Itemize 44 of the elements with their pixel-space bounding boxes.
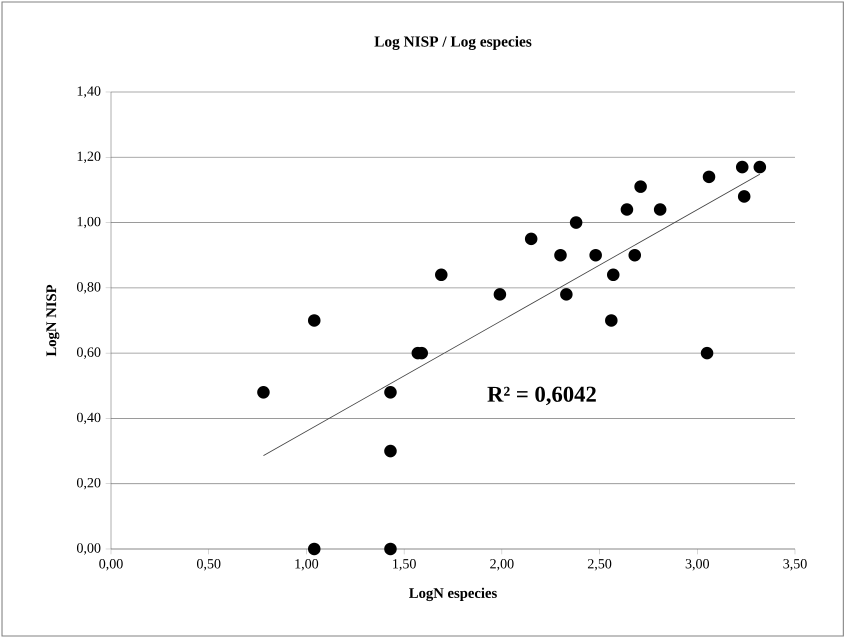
point: [700, 346, 714, 360]
point: [754, 160, 766, 174]
x-tick-label: 3,50: [783, 559, 807, 570]
point: [384, 444, 397, 458]
point: [589, 248, 602, 262]
x-axis-title: LogN especies: [409, 588, 497, 602]
point: [384, 386, 397, 399]
y-tick-label: 1,40: [78, 86, 100, 98]
y-tick-label: 1,00: [78, 216, 100, 228]
point: [634, 180, 647, 193]
point: [620, 203, 634, 216]
y-tick-label: 0,60: [76, 347, 100, 359]
point: [606, 268, 620, 282]
point: [554, 248, 567, 262]
point: [524, 232, 538, 246]
x-tick-label: 3,00: [686, 559, 709, 570]
x-tick-label: 1,50: [393, 559, 416, 570]
point: [605, 314, 618, 327]
point: [738, 190, 750, 203]
x-tick-label: 2,00: [490, 559, 514, 570]
y-tick-label: 0,40: [76, 412, 100, 424]
y-tick-label: 0,00: [76, 543, 100, 555]
y-tick-label: 0,80: [76, 282, 100, 294]
point: [560, 288, 573, 301]
x-tick-label: 1,00: [295, 559, 318, 570]
point: [570, 216, 582, 229]
x-tick-label: 2,50: [588, 559, 612, 570]
x-tick-label: 0,00: [99, 559, 123, 570]
x-tick-label: 0,50: [196, 559, 220, 570]
chart-title: Log NISP / Log especies: [374, 36, 532, 50]
point: [628, 248, 642, 262]
point: [384, 542, 397, 556]
point: [736, 160, 748, 174]
point: [257, 386, 270, 399]
point: [435, 268, 448, 282]
point: [494, 288, 506, 301]
point: [654, 203, 666, 216]
point: [308, 542, 321, 556]
annotation: R² = 0,6042: [487, 386, 596, 406]
y-tick-label: 0,20: [76, 478, 100, 490]
point: [308, 314, 321, 327]
point: [702, 170, 716, 184]
y-axis-title: LogN NISP: [46, 284, 60, 356]
y-tick-label: 1,20: [78, 152, 100, 164]
